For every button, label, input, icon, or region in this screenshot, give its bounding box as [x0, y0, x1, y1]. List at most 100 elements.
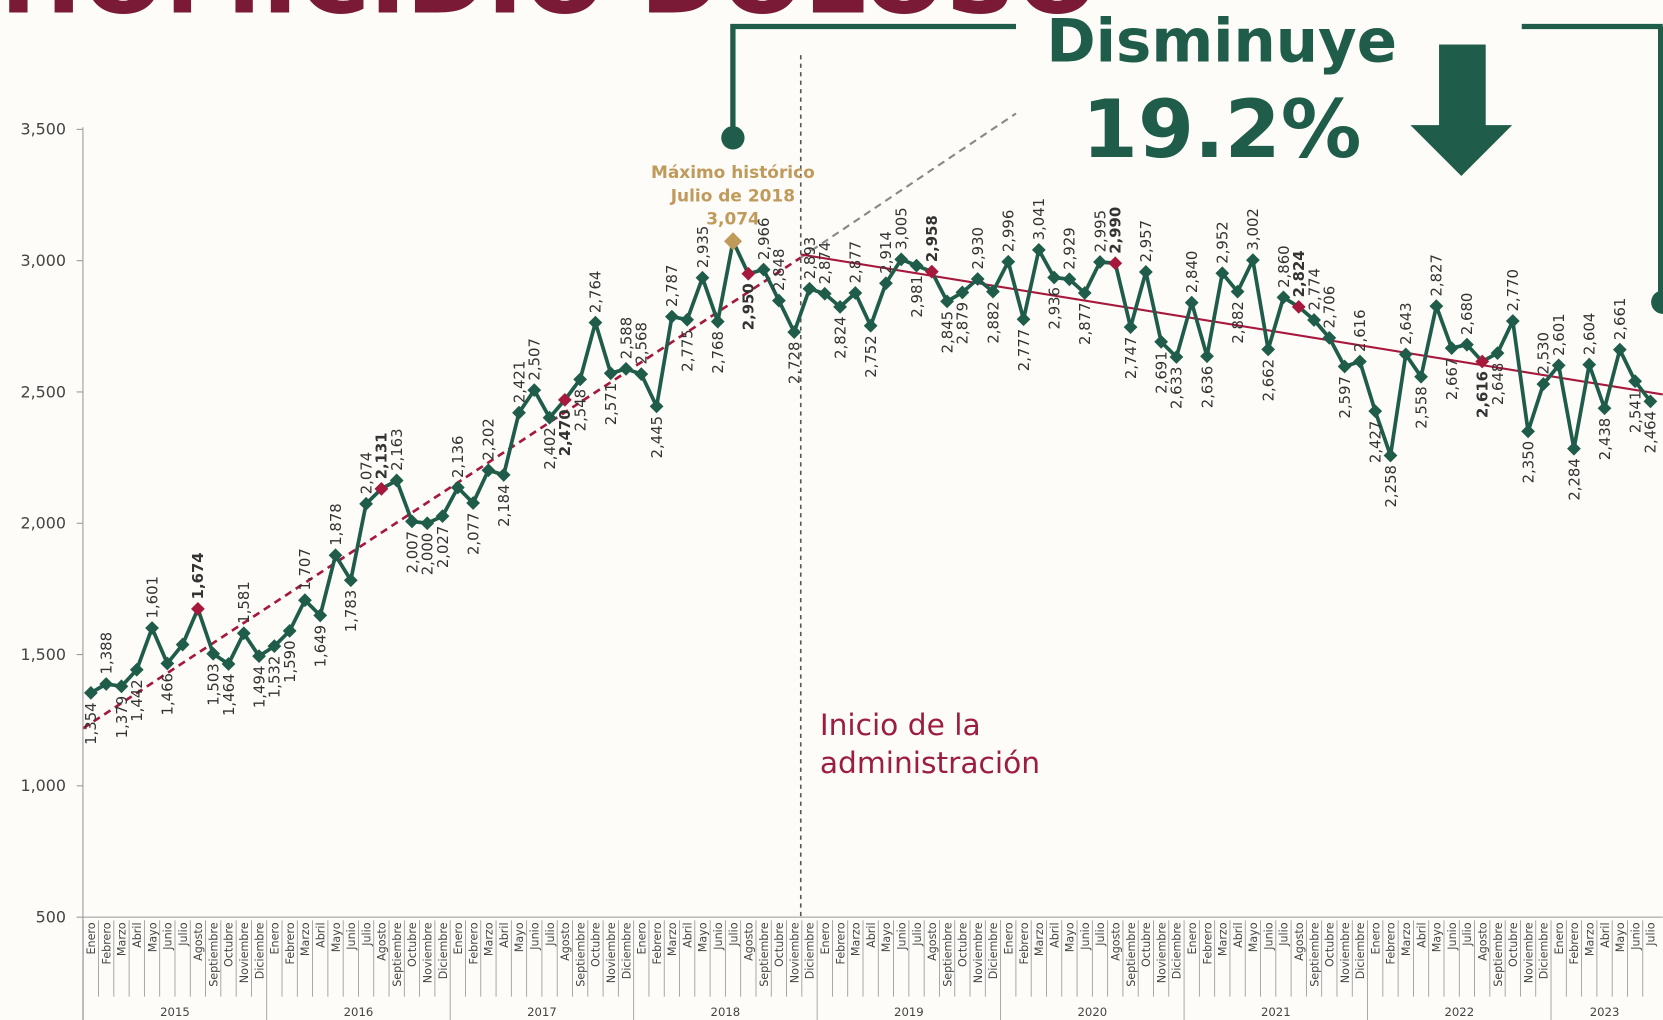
start-note: administración — [820, 745, 1040, 780]
year-label: 2020 — [1078, 1005, 1108, 1019]
data-point — [1567, 441, 1581, 456]
value-label: 1,649 — [313, 625, 330, 667]
value-label: 1,581 — [236, 581, 253, 623]
x-tick-label: Febrero — [284, 922, 297, 964]
data-point — [450, 480, 465, 495]
x-tick-label: Mayo — [1247, 922, 1260, 952]
bracket-dot — [1651, 290, 1663, 314]
value-label: 2,877 — [1077, 302, 1094, 344]
data-point — [1169, 350, 1184, 364]
data-point — [1154, 334, 1169, 349]
data-point — [1521, 424, 1535, 439]
x-tick-label: Marzo — [483, 922, 496, 956]
data-point — [1398, 347, 1413, 362]
value-label: 2,879 — [955, 302, 972, 344]
x-tick-label: Febrero — [1201, 922, 1214, 964]
data-point — [710, 314, 725, 329]
value-label: 2,874 — [817, 242, 834, 284]
value-label: 2,136 — [450, 436, 467, 478]
data-point — [1536, 377, 1551, 391]
x-tick-label: Agosto — [1293, 922, 1306, 961]
x-tick-label: Agosto — [926, 922, 939, 961]
value-label: 2,616 — [1475, 371, 1492, 418]
x-tick-label: Octubre — [223, 922, 236, 967]
value-label: 2,000 — [420, 533, 437, 575]
value-label: 2,929 — [1062, 227, 1079, 269]
x-tick-label: Abril — [1232, 922, 1245, 947]
x-tick-label: Septiembre — [758, 922, 771, 986]
data-point — [359, 496, 373, 511]
x-tick-label: Septiembre — [1308, 922, 1321, 986]
x-tick-label: Octubre — [1507, 922, 1520, 967]
data-point — [1123, 320, 1138, 334]
data-point — [603, 366, 618, 381]
value-label: 2,981 — [909, 275, 926, 317]
data-point — [99, 677, 114, 691]
value-label: 2,824 — [1291, 250, 1308, 297]
x-tick-label: Enero — [1369, 922, 1382, 954]
data-point — [1062, 272, 1077, 287]
x-tick-label: Enero — [819, 922, 832, 954]
data-point — [1582, 357, 1597, 372]
x-tick-label: Enero — [1186, 922, 1199, 954]
x-tick-label: Diciembre — [804, 922, 817, 979]
value-label: 2,007 — [404, 531, 421, 573]
value-label: 2,882 — [985, 301, 1002, 343]
x-tick-label: Noviembre — [972, 922, 985, 983]
value-label: 2,601 — [1551, 313, 1568, 355]
x-tick-label: Junio — [1446, 922, 1459, 950]
x-tick-label: Enero — [636, 922, 649, 954]
x-tick-label: Septiembre — [1492, 922, 1505, 986]
data-point — [1429, 299, 1444, 313]
x-tick-label: Enero — [85, 922, 98, 954]
x-tick-label: Marzo — [299, 922, 312, 956]
x-tick-label: Octubre — [773, 922, 786, 967]
value-label: 2,077 — [465, 513, 482, 555]
x-tick-label: Noviembre — [421, 922, 434, 983]
value-label: 2,764 — [588, 271, 605, 313]
data-point — [1551, 358, 1566, 373]
data-point — [1612, 342, 1627, 357]
data-point — [649, 399, 664, 414]
x-tick-label: Abril — [314, 922, 327, 947]
x-tick-label: Febrero — [1385, 922, 1398, 964]
data-point — [680, 312, 695, 327]
x-tick-label: Noviembre — [788, 922, 801, 983]
x-tick-label: Diciembre — [253, 922, 266, 979]
data-point — [1643, 394, 1658, 409]
x-tick-label: Mayo — [1431, 922, 1444, 952]
value-label: 2,662 — [1260, 359, 1277, 401]
data-point — [817, 286, 832, 301]
value-label: 2,284 — [1566, 458, 1583, 500]
value-label: 2,350 — [1520, 441, 1537, 483]
value-label: 3,074 — [706, 208, 760, 228]
value-label: 2,990 — [1108, 207, 1125, 254]
value-label: 2,877 — [848, 241, 865, 283]
data-point — [772, 293, 786, 308]
value-label: 2,914 — [878, 231, 895, 273]
x-tick-label: Agosto — [376, 922, 389, 961]
x-tick-label: Septiembre — [391, 922, 404, 986]
x-tick-label: Diciembre — [1354, 922, 1367, 979]
x-tick-label: Abril — [865, 922, 878, 947]
value-label: 2,636 — [1199, 366, 1216, 408]
x-tick-label: Octubre — [957, 922, 970, 967]
data-point — [1368, 404, 1383, 419]
value-label: 2,752 — [863, 335, 880, 377]
value-label: 2,402 — [542, 427, 559, 469]
value-label: 1,354 — [83, 702, 100, 744]
data-point — [1337, 359, 1352, 374]
x-tick-label: Febrero — [834, 922, 847, 964]
value-label: 1,532 — [267, 656, 284, 698]
x-tick-label: Diciembre — [620, 922, 633, 979]
y-tick-label: 3,500 — [20, 120, 66, 139]
data-point — [619, 361, 633, 376]
start-note: Inicio de la — [820, 707, 981, 742]
x-tick-label: Septiembre — [941, 922, 954, 986]
value-label: 2,438 — [1597, 418, 1614, 460]
value-label: 2,691 — [1153, 351, 1170, 393]
x-tick-label: Noviembre — [1522, 922, 1535, 983]
value-label: 2,935 — [695, 226, 712, 268]
x-tick-label: Abril — [681, 922, 694, 947]
x-tick-label: Septiembre — [574, 922, 587, 986]
